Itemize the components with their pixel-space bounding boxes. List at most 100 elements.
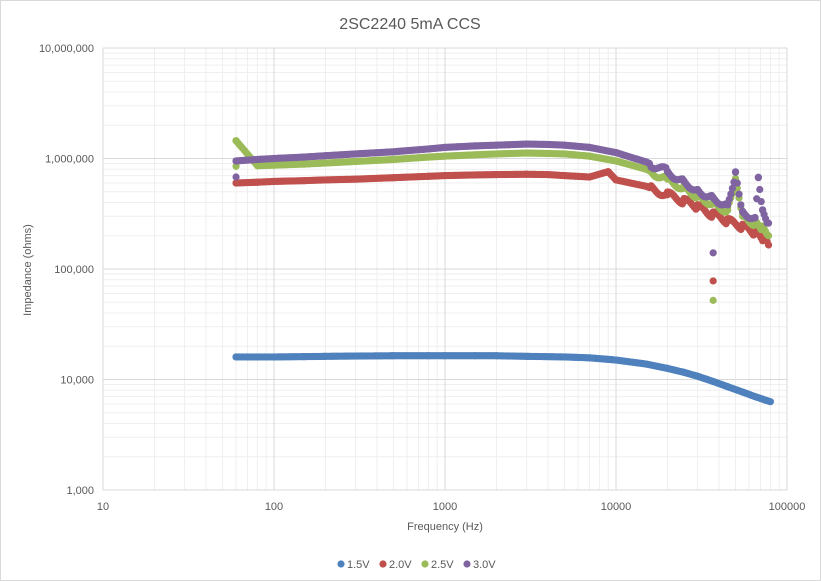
data-point [693, 372, 702, 380]
data-point [441, 152, 449, 160]
y-tick-label: 1,000 [66, 485, 94, 497]
data-point [663, 364, 672, 373]
data-point [300, 353, 308, 361]
series-2.5V [232, 137, 773, 304]
data-point [544, 149, 552, 158]
data-point [724, 383, 732, 391]
data-point [642, 182, 650, 190]
data-point [759, 237, 767, 245]
y-tick-label: 10,000,000 [39, 43, 94, 55]
data-point [351, 352, 360, 360]
data-point [253, 178, 262, 186]
data-point [739, 223, 747, 231]
series-1.5V [232, 352, 775, 406]
data-point [751, 214, 759, 222]
data-point [642, 360, 650, 368]
data-point [735, 190, 743, 198]
data-point [300, 153, 308, 161]
data-point [560, 353, 569, 361]
y-axis-label: Impedance (ohms) [22, 224, 34, 316]
data-point [560, 141, 569, 149]
data-point [441, 352, 449, 360]
data-point [585, 354, 594, 362]
data-point [759, 225, 767, 233]
data-point [232, 157, 240, 165]
data-point [389, 155, 398, 164]
data-point [522, 170, 531, 178]
data-point [764, 219, 773, 227]
data-point [642, 158, 650, 166]
data-point [709, 211, 717, 219]
legend-label: 2.5V [431, 559, 454, 571]
series-3.0V [232, 140, 773, 257]
data-point [270, 161, 278, 169]
data-point [300, 160, 308, 168]
data-point [585, 143, 594, 152]
data-point [232, 162, 240, 170]
data-point [424, 172, 433, 180]
series-2.0V [232, 168, 773, 285]
data-point [424, 153, 433, 161]
data-point [321, 176, 330, 184]
data-point [300, 177, 308, 185]
data-point [424, 145, 433, 153]
data-point [739, 388, 747, 396]
data-point [751, 393, 759, 401]
data-point [270, 177, 278, 186]
data-point [232, 353, 240, 361]
data-point [321, 152, 330, 160]
data-point [680, 368, 688, 376]
data-point [756, 185, 764, 194]
y-tick-label: 1,000,000 [45, 154, 94, 166]
legend-label: 3.0V [473, 559, 496, 571]
data-point [270, 353, 278, 361]
data-point [604, 168, 612, 176]
data-point [585, 152, 594, 160]
legend-marker [463, 560, 471, 568]
data-point [766, 398, 775, 406]
data-point [709, 277, 717, 285]
data-point [693, 186, 702, 194]
data-point [709, 194, 717, 202]
legend-label: 1.5V [347, 559, 370, 571]
data-point [731, 168, 740, 176]
data-point [663, 191, 672, 199]
data-point [751, 229, 759, 237]
data-point [389, 174, 398, 182]
data-point [351, 175, 360, 183]
data-point [492, 141, 501, 149]
data-point [739, 208, 747, 216]
data-point [253, 162, 262, 170]
data-point [471, 142, 479, 150]
data-point [709, 377, 717, 386]
data-point [389, 148, 398, 156]
data-point [728, 184, 736, 192]
data-point [232, 179, 240, 187]
data-point [764, 241, 773, 249]
data-point [724, 217, 732, 225]
data-point [612, 356, 620, 364]
data-point [759, 206, 767, 214]
data-point [253, 155, 262, 164]
data-point [424, 352, 433, 360]
data-point [351, 157, 360, 166]
data-point [754, 174, 762, 182]
data-point [612, 157, 620, 165]
data-point [544, 170, 552, 179]
data-point [441, 143, 449, 152]
data-point [709, 249, 717, 257]
data-point [544, 140, 552, 149]
data-point [253, 353, 262, 361]
data-point [471, 151, 479, 159]
x-tick-label: 1000 [433, 501, 457, 513]
data-point [270, 154, 278, 163]
data-point [680, 177, 688, 186]
legend-marker [337, 560, 345, 568]
data-point [733, 179, 741, 187]
x-axis-label: Frequency (Hz) [407, 521, 483, 533]
data-point [389, 352, 398, 360]
legend-label: 2.0V [389, 559, 412, 571]
x-tick-label: 100000 [769, 501, 806, 513]
data-point [737, 201, 745, 209]
